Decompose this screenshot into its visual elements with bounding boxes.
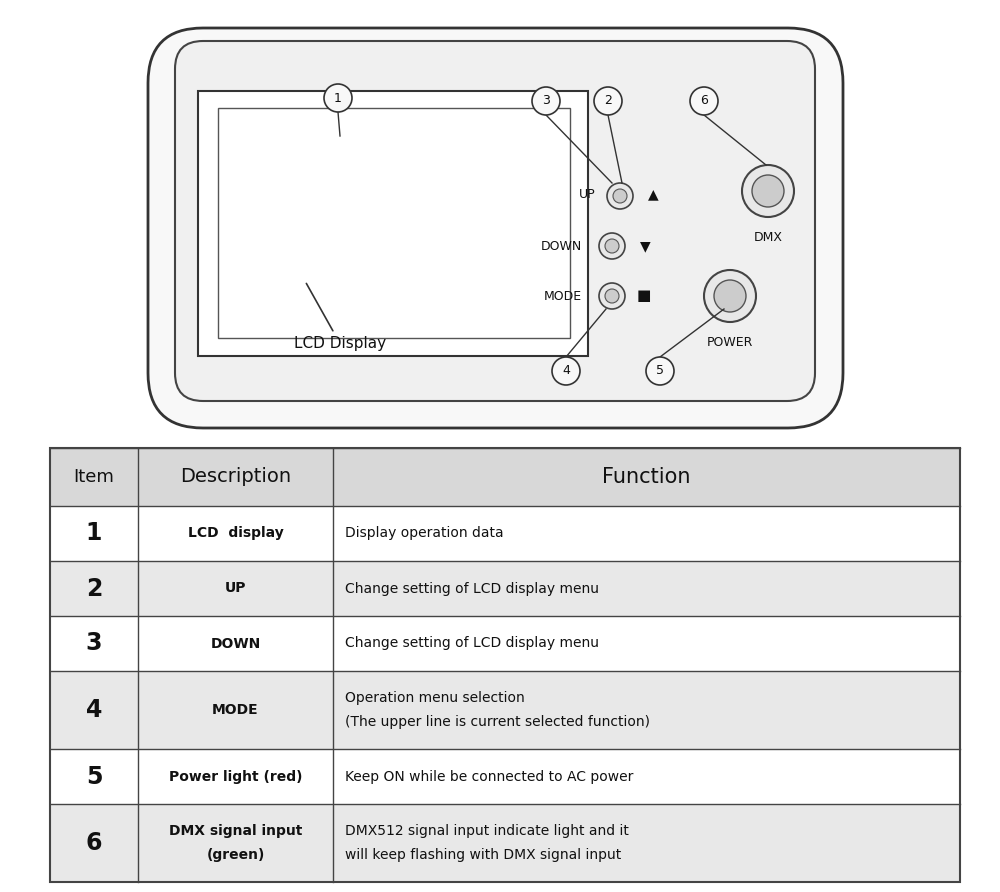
Bar <box>50 448 960 506</box>
Text: POWER: POWER <box>707 336 753 349</box>
Bar <box>50 506 960 561</box>
Text: (The upper line is current selected function): (The upper line is current selected func… <box>345 714 650 729</box>
Circle shape <box>599 283 625 309</box>
Circle shape <box>552 357 580 385</box>
Text: will keep flashing with DMX signal input: will keep flashing with DMX signal input <box>345 847 621 862</box>
Text: Item: Item <box>74 468 114 486</box>
Text: Change setting of LCD display menu: Change setting of LCD display menu <box>345 637 599 650</box>
Bar <box>50 671 960 749</box>
Text: 1: 1 <box>334 92 342 104</box>
Text: UP: UP <box>225 582 246 596</box>
Text: Function: Function <box>602 467 691 487</box>
Text: DOWN: DOWN <box>210 637 261 650</box>
Circle shape <box>599 233 625 259</box>
Circle shape <box>613 189 627 203</box>
Text: 6: 6 <box>700 95 708 108</box>
Text: LCD  display: LCD display <box>188 526 283 541</box>
Text: 4: 4 <box>86 698 102 722</box>
Text: 5: 5 <box>656 365 664 377</box>
Bar <box>50 804 960 882</box>
Bar <box>50 749 960 804</box>
Text: Description: Description <box>180 467 291 486</box>
Text: 1: 1 <box>86 522 102 546</box>
Text: DMX: DMX <box>754 231 782 244</box>
Text: 2: 2 <box>604 95 612 108</box>
Text: LCD Display: LCD Display <box>294 284 386 351</box>
Circle shape <box>605 289 619 303</box>
Text: 2: 2 <box>86 576 102 600</box>
Text: DMX512 signal input indicate light and it: DMX512 signal input indicate light and i… <box>345 824 629 838</box>
Text: ▼: ▼ <box>640 239 651 253</box>
Text: ▲: ▲ <box>648 187 659 201</box>
Text: DOWN: DOWN <box>541 239 582 252</box>
Bar <box>50 616 960 671</box>
Text: DMX signal input: DMX signal input <box>169 824 302 838</box>
Circle shape <box>324 84 352 112</box>
Circle shape <box>690 87 718 115</box>
Circle shape <box>714 280 746 312</box>
FancyBboxPatch shape <box>175 41 815 401</box>
Circle shape <box>646 357 674 385</box>
Circle shape <box>742 165 794 217</box>
Text: Keep ON while be connected to AC power: Keep ON while be connected to AC power <box>345 770 633 783</box>
Circle shape <box>704 270 756 322</box>
Text: Display operation data: Display operation data <box>345 526 504 541</box>
Text: MODE: MODE <box>212 703 259 717</box>
Text: Operation menu selection: Operation menu selection <box>345 691 525 706</box>
Circle shape <box>594 87 622 115</box>
Circle shape <box>532 87 560 115</box>
Circle shape <box>607 183 633 209</box>
Bar <box>218 108 570 338</box>
Text: Change setting of LCD display menu: Change setting of LCD display menu <box>345 582 599 596</box>
Text: Power light (red): Power light (red) <box>169 770 302 783</box>
Text: 3: 3 <box>86 632 102 656</box>
Text: 4: 4 <box>562 365 570 377</box>
Text: 6: 6 <box>86 831 102 855</box>
Bar <box>198 91 588 356</box>
Text: ■: ■ <box>637 288 651 303</box>
Bar <box>50 561 960 616</box>
Text: (green): (green) <box>206 847 265 862</box>
Text: MODE: MODE <box>544 290 582 302</box>
Text: 5: 5 <box>86 764 102 789</box>
Text: UP: UP <box>578 187 595 201</box>
Circle shape <box>752 175 784 207</box>
Circle shape <box>605 239 619 253</box>
Text: 3: 3 <box>542 95 550 108</box>
FancyBboxPatch shape <box>148 28 843 428</box>
